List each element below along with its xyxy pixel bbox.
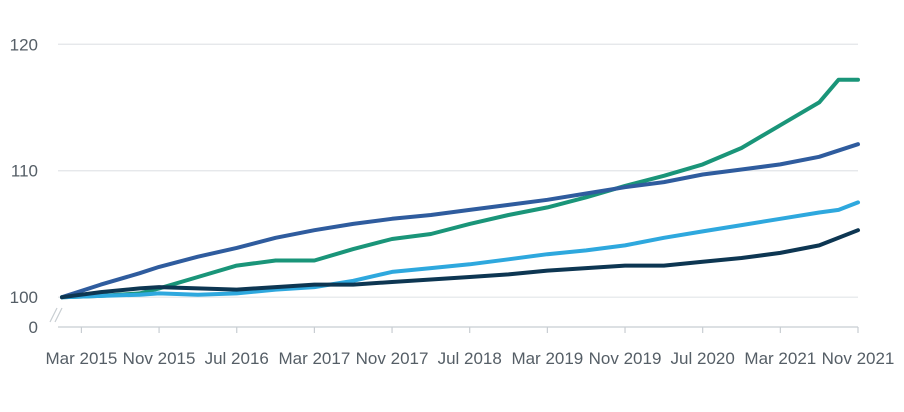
series-line-4 xyxy=(60,228,860,300)
x-tick-label: Mar 2019 xyxy=(511,349,583,368)
x-tick-label: Nov 2021 xyxy=(822,349,895,368)
y-tick-label: 110 xyxy=(11,162,38,181)
x-tick-label: Jul 2018 xyxy=(438,349,502,368)
series-lines xyxy=(60,77,860,300)
x-tick-label: Nov 2015 xyxy=(123,349,196,368)
y-tick-label: 120 xyxy=(10,35,38,54)
y-tick-label: 0 xyxy=(29,318,38,337)
x-tick-label: Nov 2017 xyxy=(356,349,429,368)
series-line-1 xyxy=(60,77,860,300)
axes xyxy=(49,307,859,333)
x-tick-label: Jul 2016 xyxy=(205,349,269,368)
axis-break-mark xyxy=(54,307,63,323)
tick-labels: 0 100 110 120 Mar 2015 Nov 2015 Jul 2016 Mar 20… xyxy=(10,35,895,368)
x-tick-label: Nov 2019 xyxy=(589,349,662,368)
axis-break-mark xyxy=(49,307,58,323)
series-line-2 xyxy=(60,142,860,300)
x-tick-label: Mar 2017 xyxy=(278,349,350,368)
x-tick-label: Jul 2020 xyxy=(671,349,735,368)
x-tick-label: Mar 2015 xyxy=(46,349,118,368)
y-tick-label: 100 xyxy=(10,288,38,307)
x-tick-label: Mar 2021 xyxy=(744,349,816,368)
series-line-3 xyxy=(60,200,860,300)
